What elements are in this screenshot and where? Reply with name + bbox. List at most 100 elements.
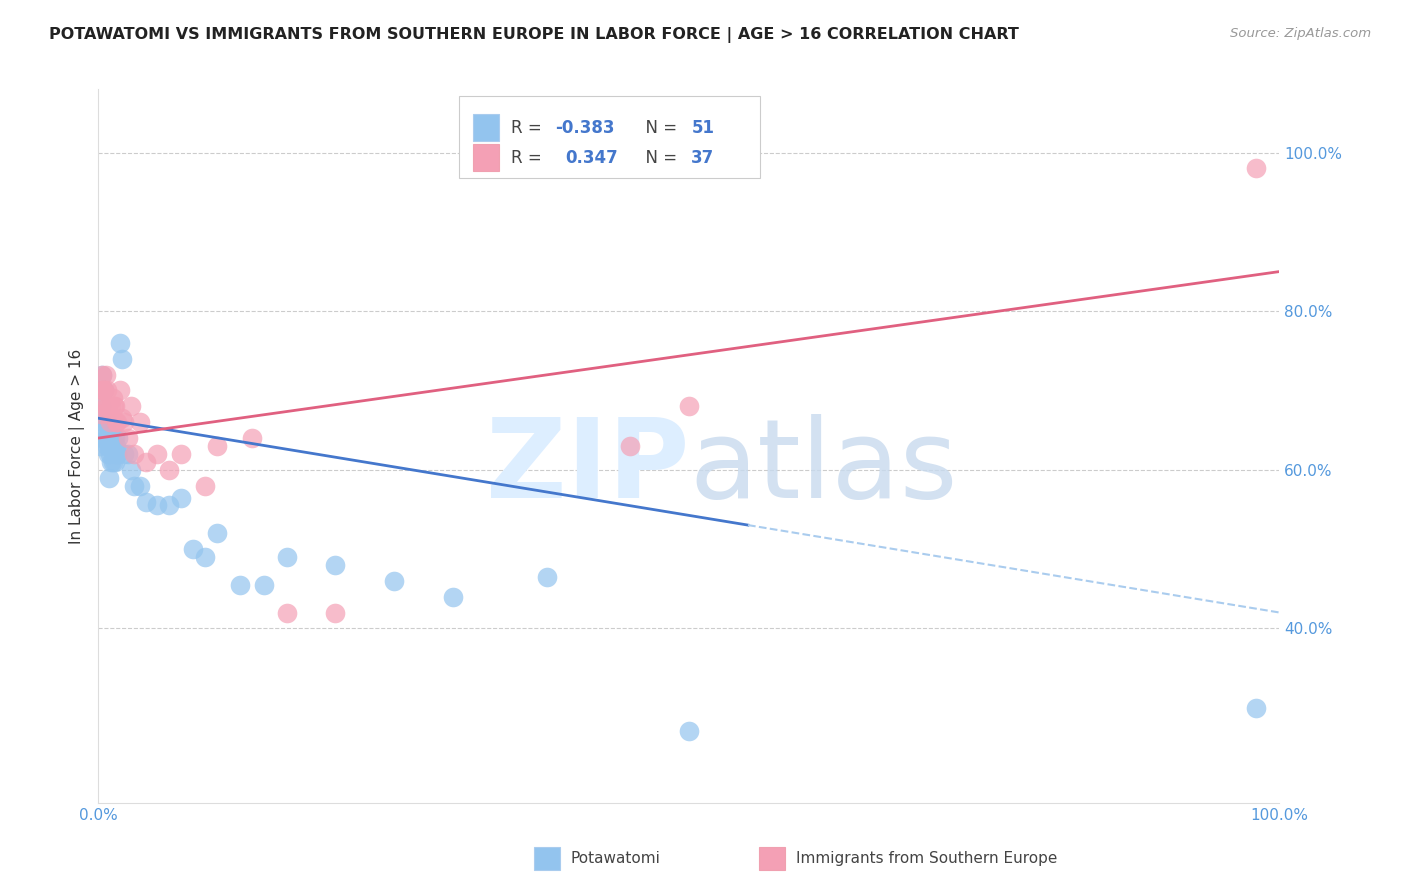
Point xyxy=(323,558,346,572)
Point xyxy=(104,400,127,414)
Point xyxy=(97,431,120,445)
Text: Source: ZipAtlas.com: Source: ZipAtlas.com xyxy=(1230,27,1371,40)
Point xyxy=(98,439,121,453)
Text: -0.383: -0.383 xyxy=(555,119,614,136)
Y-axis label: In Labor Force | Age > 16: In Labor Force | Age > 16 xyxy=(69,349,84,543)
Text: N =: N = xyxy=(634,149,682,167)
Point xyxy=(536,570,558,584)
Point xyxy=(96,439,118,453)
Point xyxy=(157,499,180,513)
Point xyxy=(619,439,641,453)
Point xyxy=(104,455,127,469)
Point xyxy=(128,478,150,492)
Point xyxy=(1244,700,1267,714)
Point xyxy=(94,431,117,445)
Point xyxy=(105,415,128,429)
Text: 51: 51 xyxy=(692,119,714,136)
Point xyxy=(96,384,118,398)
Point xyxy=(90,407,112,421)
Point xyxy=(229,578,252,592)
Text: ZIP: ZIP xyxy=(485,414,689,521)
Point xyxy=(97,447,120,461)
Point xyxy=(117,431,139,445)
Point xyxy=(205,526,228,541)
Point xyxy=(135,494,157,508)
Point xyxy=(105,447,128,461)
Text: atlas: atlas xyxy=(689,414,957,521)
Point xyxy=(93,384,115,398)
Point xyxy=(94,415,117,429)
Point xyxy=(157,463,180,477)
Point xyxy=(112,447,135,461)
Point xyxy=(1244,161,1267,176)
Point xyxy=(98,407,121,421)
Point xyxy=(111,411,134,425)
Point xyxy=(97,400,120,414)
FancyBboxPatch shape xyxy=(472,114,499,141)
Point xyxy=(382,574,405,588)
Point xyxy=(98,423,121,437)
Point xyxy=(91,384,114,398)
Point xyxy=(205,439,228,453)
Point xyxy=(98,447,121,461)
Point xyxy=(91,384,114,398)
FancyBboxPatch shape xyxy=(458,96,759,178)
Point xyxy=(108,384,131,398)
Point xyxy=(323,606,346,620)
Point xyxy=(253,578,276,592)
Point xyxy=(122,447,145,461)
Point xyxy=(146,499,169,513)
Point xyxy=(108,335,131,350)
Point xyxy=(91,415,114,429)
Point xyxy=(100,400,122,414)
Point xyxy=(170,491,193,505)
Point xyxy=(121,400,143,414)
Point xyxy=(678,400,700,414)
Point xyxy=(276,606,298,620)
Point xyxy=(100,431,122,445)
Point xyxy=(91,431,114,445)
Point xyxy=(91,368,114,382)
Point xyxy=(276,549,298,564)
Point xyxy=(103,400,125,414)
Point xyxy=(101,439,124,453)
Point xyxy=(101,392,124,406)
Point xyxy=(146,447,169,461)
Text: 37: 37 xyxy=(692,149,714,167)
Point xyxy=(128,415,150,429)
Point xyxy=(121,463,143,477)
Point xyxy=(98,415,121,429)
Point xyxy=(90,400,112,414)
Text: R =: R = xyxy=(510,119,547,136)
Text: N =: N = xyxy=(634,119,682,136)
Point xyxy=(117,447,139,461)
Point xyxy=(93,384,115,398)
Point xyxy=(91,368,114,382)
Point xyxy=(105,439,128,453)
Point xyxy=(194,549,217,564)
Point xyxy=(240,431,263,445)
Point xyxy=(441,590,464,604)
Point xyxy=(96,415,118,429)
Text: Immigrants from Southern Europe: Immigrants from Southern Europe xyxy=(796,851,1057,866)
Point xyxy=(122,478,145,492)
Point xyxy=(100,455,122,469)
Point xyxy=(103,447,125,461)
Point xyxy=(111,351,134,366)
FancyBboxPatch shape xyxy=(472,145,499,171)
Text: 0.347: 0.347 xyxy=(565,149,617,167)
Point xyxy=(101,455,124,469)
Point xyxy=(89,400,111,414)
Point xyxy=(103,431,125,445)
Point xyxy=(135,455,157,469)
Point xyxy=(181,542,204,557)
Point xyxy=(105,415,128,429)
Point xyxy=(93,423,115,437)
Point xyxy=(94,368,117,382)
Point xyxy=(170,447,193,461)
Point xyxy=(112,415,135,429)
Text: R =: R = xyxy=(510,149,547,167)
Text: Potawatomi: Potawatomi xyxy=(571,851,661,866)
Point xyxy=(94,400,117,414)
Point xyxy=(89,439,111,453)
